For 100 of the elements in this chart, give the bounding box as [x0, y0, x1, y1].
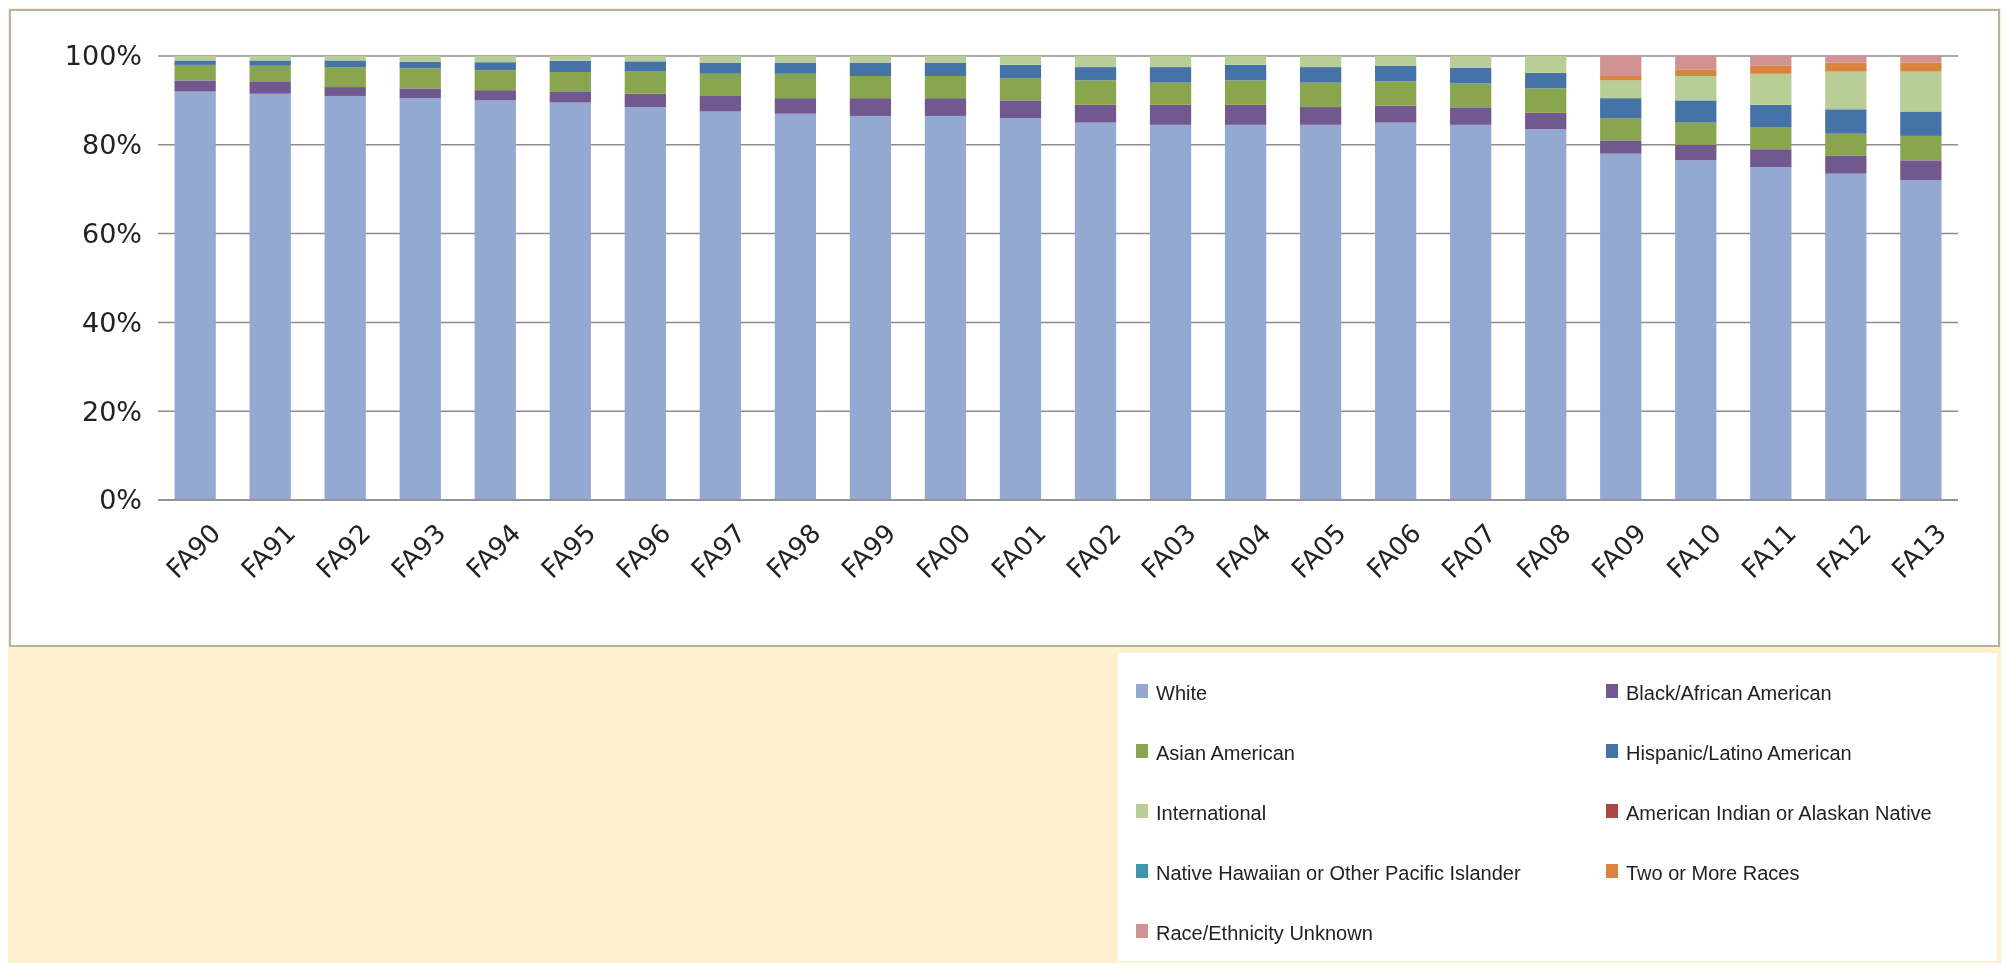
- bar: [1074, 67, 1117, 81]
- bar: [1900, 71, 1942, 112]
- bar: [1825, 71, 1867, 110]
- bar: [1525, 129, 1567, 500]
- bar: [1525, 88, 1567, 113]
- bar: [1149, 104, 1192, 125]
- legend-label: Black/African American: [1626, 682, 1832, 704]
- legend-label: White: [1156, 682, 1208, 704]
- bar: [174, 56, 216, 61]
- bar: [924, 115, 967, 500]
- bar: [1224, 104, 1267, 125]
- bar: [1900, 62, 1942, 72]
- bar: [1900, 135, 1942, 161]
- bar: [1750, 65, 1792, 74]
- bar: [1675, 100, 1717, 123]
- bar: [1450, 83, 1492, 108]
- bar: [1299, 56, 1342, 68]
- bar: [1299, 124, 1342, 500]
- bar: [1224, 64, 1267, 81]
- bar: [1450, 67, 1492, 84]
- bar: [1299, 107, 1342, 125]
- bar: [624, 107, 666, 500]
- bar: [549, 102, 591, 500]
- bar: [1450, 107, 1492, 125]
- bar: [249, 65, 291, 82]
- bar: [999, 78, 1042, 101]
- bar: [474, 56, 516, 63]
- bar: [249, 60, 291, 66]
- bar: [849, 75, 892, 99]
- bar: [549, 60, 591, 72]
- bar: [1149, 67, 1192, 83]
- bar: [1750, 104, 1792, 128]
- bar: [1750, 149, 1792, 167]
- y-tick-label: 0%: [99, 484, 142, 516]
- bar: [999, 100, 1042, 119]
- legend-label: Race/Ethnicity Unknown: [1156, 922, 1373, 944]
- bar: [624, 61, 666, 72]
- bar: [1224, 124, 1267, 500]
- bar: [174, 60, 216, 65]
- bar: [774, 113, 817, 500]
- bar: [1074, 80, 1117, 105]
- bar: [624, 56, 666, 62]
- bar: [699, 95, 741, 112]
- bar: [399, 88, 441, 99]
- bar: [774, 56, 817, 63]
- bar: [249, 81, 291, 94]
- bar: [1074, 122, 1117, 500]
- bar: [1600, 75, 1642, 81]
- bar: [1600, 153, 1642, 500]
- legend-label: International: [1156, 802, 1267, 824]
- bar: [1525, 72, 1567, 89]
- y-tick-label: 20%: [81, 395, 142, 427]
- bar: [699, 111, 741, 500]
- bar: [1675, 75, 1717, 101]
- bar: [924, 56, 967, 63]
- bar: [324, 95, 366, 500]
- bar: [1600, 98, 1642, 119]
- bar: [1900, 56, 1942, 63]
- legend-label: Hispanic/Latino American: [1626, 742, 1852, 764]
- bar: [699, 73, 741, 96]
- bar: [774, 73, 817, 99]
- bar: [324, 60, 366, 68]
- bar: [1299, 82, 1342, 108]
- bar: [1450, 56, 1492, 68]
- bar: [1825, 56, 1867, 63]
- bar: [1750, 167, 1792, 500]
- bar: [1375, 105, 1417, 123]
- bar: [1299, 67, 1342, 83]
- bar: [1900, 160, 1942, 181]
- bar: [1600, 140, 1642, 154]
- bar: [174, 64, 216, 81]
- bar: [1375, 122, 1417, 500]
- y-tick-label: 60%: [81, 218, 142, 250]
- bar: [999, 56, 1042, 65]
- bar: [1600, 56, 1642, 76]
- bar: [849, 115, 892, 500]
- bar: [999, 64, 1042, 79]
- bar: [849, 98, 892, 116]
- bar: [1149, 56, 1192, 68]
- bar: [474, 70, 516, 91]
- y-tick-label: 80%: [81, 129, 142, 161]
- bar: [1825, 155, 1867, 174]
- bar: [324, 87, 366, 96]
- bar: [1675, 69, 1717, 76]
- bar: [699, 62, 741, 74]
- bar: [249, 56, 291, 61]
- bar: [1675, 122, 1717, 145]
- legend-label: Two or More Races: [1626, 862, 1800, 884]
- bar: [474, 62, 516, 71]
- bar: [1375, 65, 1417, 82]
- bar: [774, 62, 817, 74]
- bar: [1750, 56, 1792, 66]
- bar: [1224, 56, 1267, 65]
- bar: [1149, 124, 1192, 500]
- bar: [1525, 56, 1567, 73]
- legend-label: American Indian or Alaskan Native: [1626, 802, 1932, 824]
- bar: [1450, 124, 1492, 500]
- bar: [1600, 80, 1642, 99]
- bar: [1600, 118, 1642, 141]
- bar: [1224, 80, 1267, 105]
